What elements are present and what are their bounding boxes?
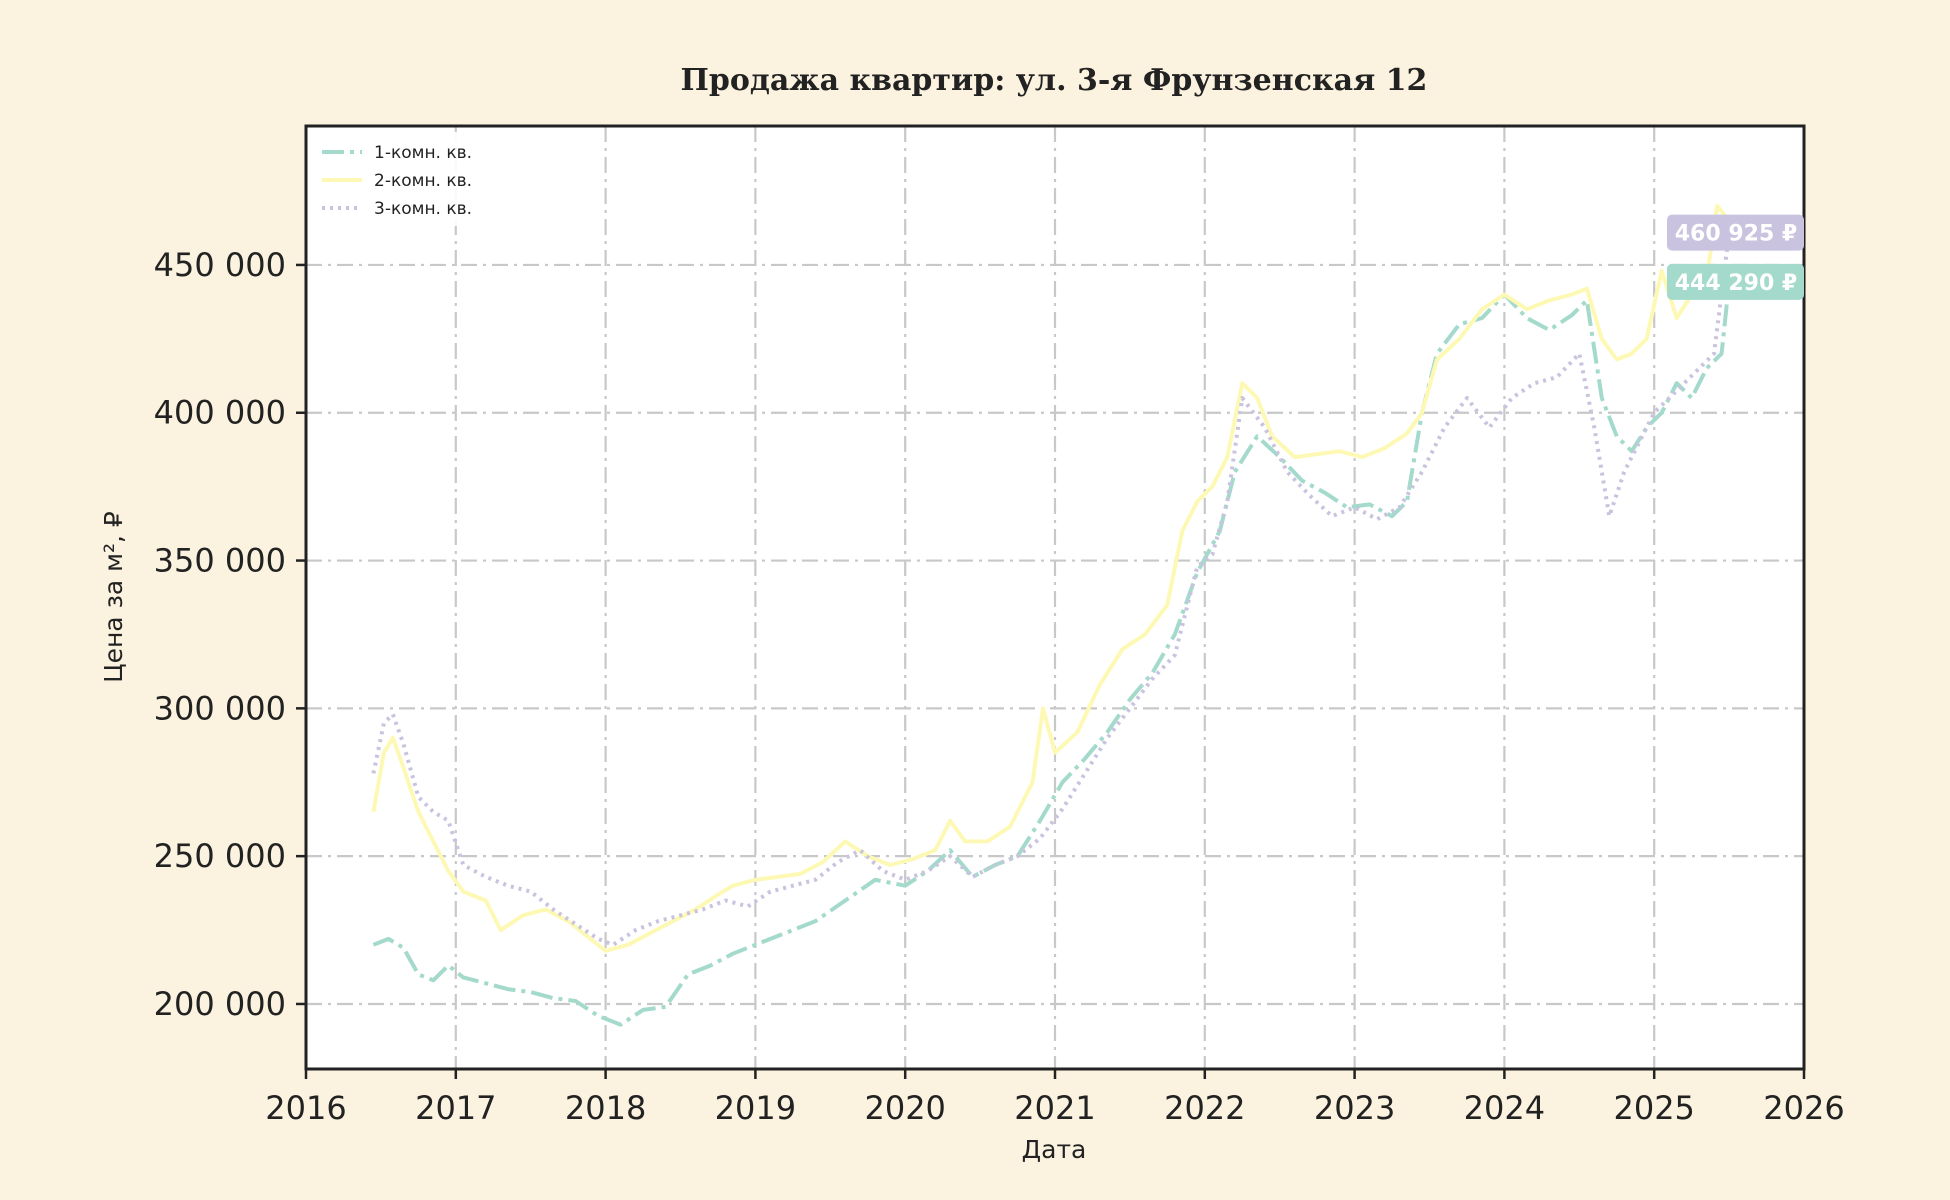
x-tick-label: 2026 bbox=[1763, 1089, 1844, 1127]
series-line-2 bbox=[371, 203, 1731, 953]
end-label-1: 444 290 ₽ bbox=[1675, 271, 1797, 296]
x-tick-label: 2021 bbox=[1014, 1089, 1095, 1127]
y-axis-label: Цена за м², ₽ bbox=[99, 511, 128, 683]
legend-label-2: 2-комн. кв. bbox=[374, 171, 472, 191]
series-lines bbox=[371, 203, 1732, 1027]
legend-label-1: 1-комн. кв. bbox=[374, 143, 472, 163]
x-axis-ticks: 2016 2017 2018 2019 2020 2021 2022 2023 2024 2025… bbox=[265, 1069, 1845, 1127]
x-tick-label: 2023 bbox=[1314, 1089, 1395, 1127]
y-tick-label: 400 000 bbox=[154, 394, 286, 432]
end-label-box-3 bbox=[1667, 214, 1804, 251]
series-line-3 bbox=[371, 232, 1732, 947]
grid bbox=[306, 126, 1804, 1069]
x-tick-label: 2016 bbox=[265, 1089, 346, 1127]
y-tick-label: 300 000 bbox=[154, 689, 286, 727]
end-label-box-1 bbox=[1667, 263, 1804, 300]
y-axis-ticks: 200 000 250 000 300 000 350 000 400 000 450 0… bbox=[154, 246, 306, 1023]
y-tick-label: 450 000 bbox=[154, 246, 286, 284]
legend-label-3: 3-комн. кв. bbox=[374, 199, 472, 219]
y-tick-label: 250 000 bbox=[154, 837, 286, 875]
y-tick-label: 200 000 bbox=[154, 985, 286, 1023]
end-label-3: 460 925 ₽ bbox=[1675, 222, 1797, 247]
x-tick-label: 2022 bbox=[1164, 1089, 1245, 1127]
series-line-1 bbox=[372, 281, 1732, 1027]
x-tick-label: 2025 bbox=[1613, 1089, 1694, 1127]
x-tick-label: 2017 bbox=[415, 1089, 496, 1127]
y-tick-label: 350 000 bbox=[154, 542, 286, 580]
legend: 1-комн. кв. 2-комн. кв. 3-комн. кв. bbox=[312, 132, 492, 226]
x-tick-label: 2024 bbox=[1464, 1089, 1545, 1127]
chart-title: Продажа квартир: ул. 3-я Фрунзенская 12 bbox=[681, 63, 1428, 98]
x-tick-label: 2020 bbox=[864, 1089, 945, 1127]
x-tick-label: 2018 bbox=[565, 1089, 646, 1127]
x-tick-label: 2019 bbox=[715, 1089, 796, 1127]
x-axis-label: Дата bbox=[1022, 1135, 1087, 1164]
end-labels: 444 290 ₽ 460 925 ₽ bbox=[1667, 214, 1804, 300]
